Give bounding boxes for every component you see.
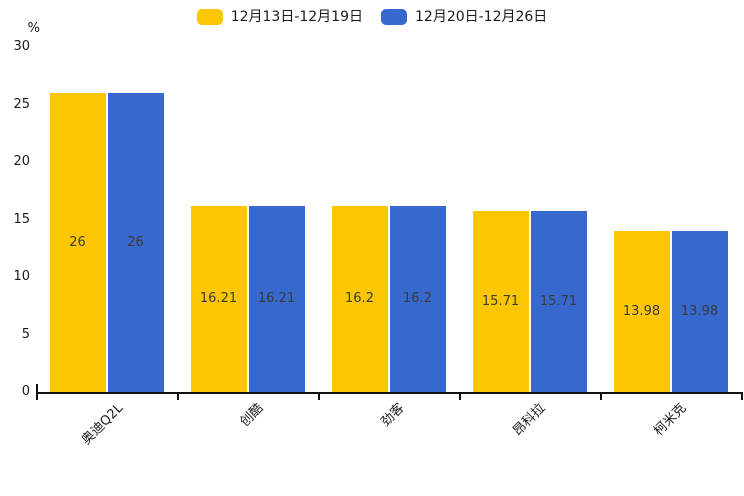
x-axis-line	[36, 392, 743, 394]
bar[interactable]: 26	[107, 93, 164, 392]
bar[interactable]: 16.21	[248, 205, 305, 392]
category-label: 奥迪Q2L	[78, 400, 126, 449]
bar[interactable]: 16.2	[331, 205, 388, 392]
x-axis-tick	[600, 394, 602, 400]
bar[interactable]: 15.71	[472, 211, 529, 392]
y-axis-origin-tick	[36, 384, 38, 392]
bar-value-label: 26	[127, 235, 144, 250]
bar[interactable]: 16.2	[389, 205, 446, 392]
y-tick-label: 25	[13, 96, 30, 112]
y-tick-label: 15	[13, 211, 30, 227]
y-tick-label: 10	[13, 269, 30, 284]
bar[interactable]: 15.71	[530, 211, 587, 392]
x-axis-tick	[177, 394, 179, 400]
bar[interactable]: 26	[49, 93, 106, 392]
bar[interactable]: 13.98	[613, 231, 670, 392]
bar-value-label: 16.2	[403, 291, 432, 307]
category-label: 创酷	[237, 400, 267, 430]
bar[interactable]: 16.21	[190, 205, 247, 392]
legend-item[interactable]: 12月13日-12月19日	[196, 8, 363, 26]
legend-item-label: 12月20日-12月26日	[415, 9, 548, 25]
y-tick-label: 20	[13, 154, 30, 169]
x-axis-tick	[36, 394, 38, 400]
x-axis-tick	[459, 394, 461, 400]
bar-value-label: 13.98	[680, 304, 719, 320]
category-label: 劲客	[378, 400, 408, 430]
bar-value-label: 16.2	[345, 291, 374, 307]
bar-value-label: 26	[69, 235, 86, 250]
legend-item-label: 12月13日-12月19日	[230, 9, 363, 25]
y-tick-label: 30	[13, 39, 30, 54]
bar[interactable]: 13.98	[671, 231, 728, 392]
y-axis-unit-label: %	[27, 21, 40, 36]
bar-value-label: 15.71	[539, 294, 578, 310]
y-tick-label: 0	[21, 384, 30, 399]
legend-swatch-icon	[381, 9, 407, 25]
bar-value-label: 13.98	[622, 304, 661, 320]
x-axis-tick	[741, 394, 743, 400]
bar-value-label: 15.71	[481, 294, 520, 310]
bar-value-label: 16.21	[199, 291, 238, 307]
bar-value-label: 16.21	[257, 291, 296, 307]
legend-item[interactable]: 12月20日-12月26日	[381, 8, 547, 26]
y-tick-label: 5	[21, 326, 30, 342]
category-label: 柯米克	[651, 400, 690, 440]
x-axis-tick	[318, 394, 320, 400]
legend: 12月13日-12月19日 12月20日-12月26日	[0, 8, 744, 26]
category-label: 昂科拉	[510, 400, 549, 440]
legend-swatch-icon	[196, 9, 223, 25]
